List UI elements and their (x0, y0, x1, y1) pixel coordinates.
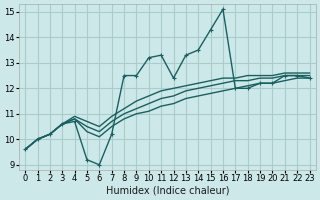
X-axis label: Humidex (Indice chaleur): Humidex (Indice chaleur) (106, 186, 229, 196)
